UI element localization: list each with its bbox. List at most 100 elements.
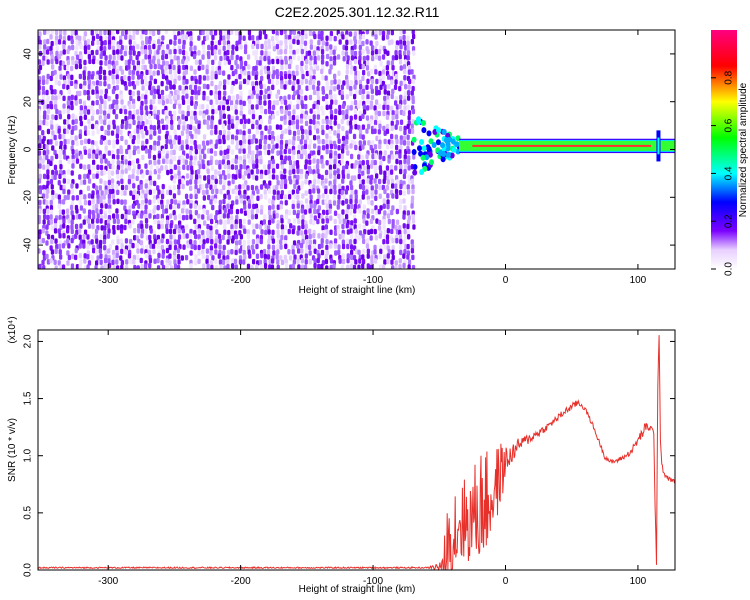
spectrogram-cell: [210, 143, 214, 150]
spectrogram-cell: [131, 203, 136, 209]
spectrogram-cell: [316, 163, 320, 170]
spectrogram-cell: [185, 93, 189, 99]
spectrogram-cell: [395, 175, 399, 181]
spectrogram-cell: [407, 64, 411, 71]
spectrogram-cell: [161, 264, 166, 269]
spectrogram-cell: [226, 105, 230, 112]
spectrogram-cell: [379, 84, 383, 90]
spectrogram-cell: [350, 163, 354, 169]
spectrogram-cell: [177, 259, 181, 265]
spectrogram-cell: [184, 34, 188, 40]
spectrogram-cell: [379, 248, 383, 255]
spectrogram-cell: [280, 164, 285, 170]
spectrogram-cell: [46, 259, 51, 265]
spectrogram-cell: [221, 234, 225, 241]
spectrogram-cell: [350, 49, 354, 56]
spectrogram-cell: [312, 103, 316, 110]
spectrogram-cell: [358, 59, 362, 65]
colorbar-tick-label: 0.0: [724, 262, 735, 276]
spectrogram-cell: [291, 203, 295, 210]
spectrogram-cell: [206, 215, 210, 221]
spectrogram-cell: [223, 265, 227, 269]
spectrogram-cell: [51, 194, 55, 201]
spectrogram-cell: [410, 239, 414, 245]
spectrogram-cell: [217, 233, 222, 240]
spectrogram-cell: [124, 139, 128, 145]
spectrogram-cell: [403, 59, 408, 65]
spectrogram-cell: [86, 218, 90, 224]
spectrogram-cell: [394, 95, 399, 102]
x-tick-label: -300: [98, 576, 118, 587]
spectrogram-cell: [152, 208, 156, 214]
spectrogram-cell: [49, 139, 53, 145]
spectrogram-cell: [345, 144, 349, 151]
spectrogram-cell: [296, 103, 300, 110]
spectrogram-cell: [132, 30, 136, 35]
spectrogram-cell: [172, 235, 176, 241]
spectrogram-cell: [303, 209, 308, 215]
spectrogram-cell: [369, 264, 373, 269]
spectrogram-cell: [304, 33, 308, 40]
spectrogram-cell: [399, 65, 403, 71]
spectrogram-cell: [304, 259, 308, 265]
spectrogram-cell: [210, 264, 214, 269]
spectrogram-cell: [317, 243, 322, 250]
spectrogram-cell: [297, 248, 301, 254]
spectrogram-cell: [194, 144, 198, 150]
spectrogram-cell: [127, 64, 131, 70]
spectrogram-cell: [202, 75, 207, 81]
spectrogram-cell: [100, 265, 104, 269]
spectrogram-cell: [169, 213, 173, 219]
spectrogram-cell: [46, 73, 50, 80]
spectrogram-cell: [403, 249, 407, 255]
spectrogram-cell: [141, 133, 145, 139]
spectrogram-cell: [79, 115, 83, 122]
spectrogram-cell: [276, 249, 280, 255]
spectrogram-cell: [283, 84, 287, 90]
spectrogram-cell: [235, 94, 240, 100]
spectrogram-cell: [219, 150, 223, 156]
spectrogram-cell: [137, 163, 141, 170]
spectrogram-cell: [394, 134, 398, 140]
spectrogram-cell: [199, 30, 203, 36]
spectrogram-cell: [222, 198, 226, 205]
spectrogram-cell: [395, 219, 400, 225]
spectrogram-cell: [296, 174, 300, 181]
spectrogram-cell: [145, 169, 149, 176]
spectrogram-cell: [238, 255, 243, 261]
spectrogram-cell: [166, 44, 170, 50]
spectrogram-cell: [266, 65, 270, 72]
spectrogram-cell: [383, 84, 387, 90]
spectrogram-cell: [50, 54, 54, 60]
spectrogram-cell: [79, 223, 83, 229]
spectrogram-cell: [157, 145, 162, 151]
spectrogram-cell: [207, 179, 211, 185]
spectrogram-cell: [267, 143, 271, 150]
spectrogram-cell: [346, 84, 350, 90]
spectrogram-cell: [222, 244, 226, 251]
spectrogram-cell: [50, 225, 54, 231]
spectrogram-cell: [82, 219, 86, 225]
spectrogram-cell: [67, 35, 71, 41]
spectrogram-cell: [120, 69, 125, 75]
spectrogram-cell: [446, 136, 452, 143]
spectrogram-cell: [321, 163, 325, 169]
spectrogram-cell: [54, 95, 58, 101]
spectrogram-cell: [132, 254, 136, 261]
spectrogram-cell: [344, 45, 349, 51]
spectrogram-cell: [276, 223, 280, 229]
spectrogram-cell: [305, 58, 309, 65]
spectrogram-cell: [365, 65, 370, 71]
spectrogram-cell: [255, 163, 259, 169]
spectrogram-cell: [131, 159, 135, 166]
spectrogram-cell: [173, 244, 178, 251]
spectrogram-cell: [66, 100, 70, 106]
spectrogram-cell: [173, 214, 177, 221]
spectrogram-cell: [144, 218, 149, 224]
colorbar-label: Normalized spectral amplitude: [738, 82, 749, 217]
spectrogram-cell: [45, 144, 49, 150]
spectrogram-cell: [258, 224, 263, 230]
spectrogram-cell: [341, 173, 346, 180]
spectrogram-cell: [143, 114, 147, 121]
spectrogram-cell: [156, 185, 160, 191]
